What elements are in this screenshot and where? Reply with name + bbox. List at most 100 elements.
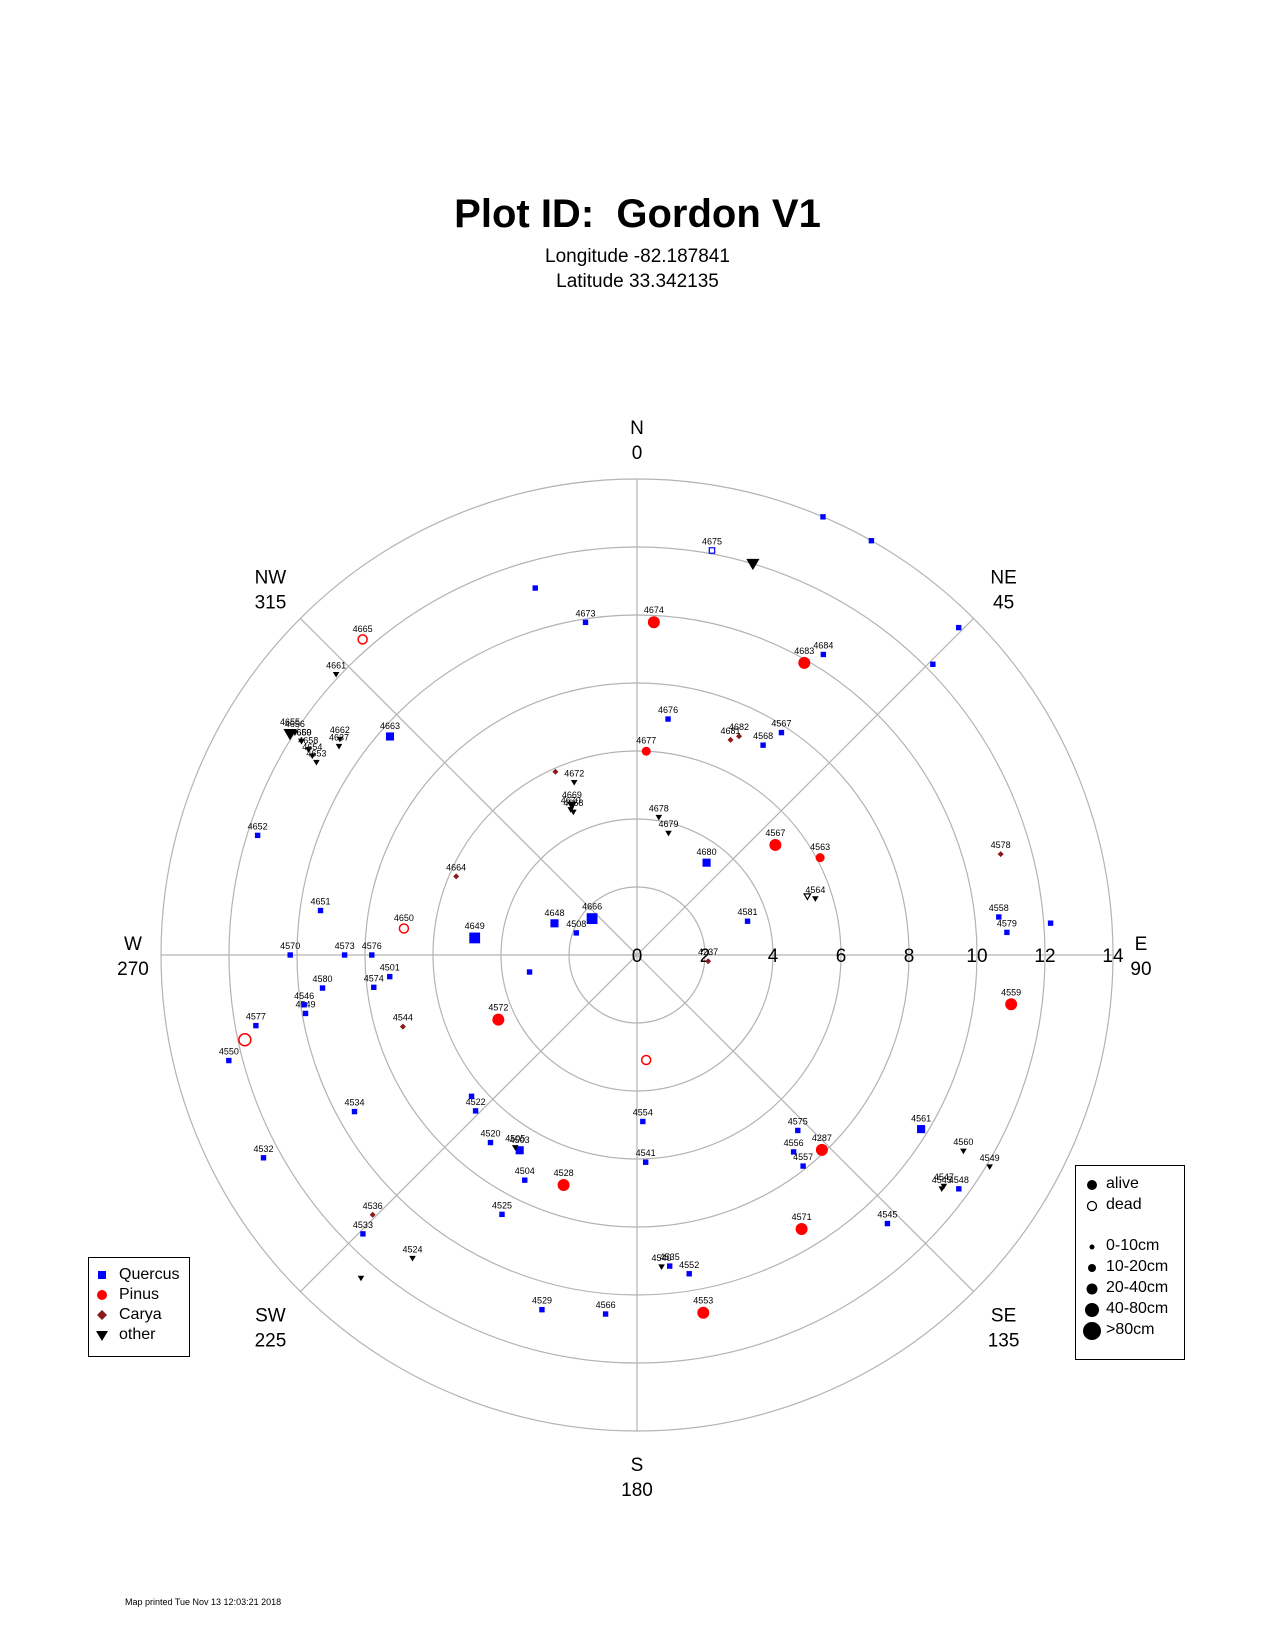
tree-marker-4580 (319, 985, 326, 991)
tree-label-4572: 4572 (488, 1003, 508, 1013)
legend-alive-symbol (1087, 1180, 1097, 1190)
tree-marker-4661 (332, 671, 340, 678)
tree-marker-4579 (1004, 929, 1010, 936)
tree-marker-4572 (492, 1013, 505, 1026)
tree-marker-4552 (686, 1271, 692, 1277)
tree-label-4679: 4679 (658, 819, 678, 829)
tree-label-4660: 4660 (291, 727, 311, 737)
radial-tick-6: 6 (836, 946, 847, 967)
tree-marker-4662 (336, 736, 344, 743)
tree-label-4648: 4648 (544, 908, 564, 918)
tree-label-4504: 4504 (515, 1166, 535, 1176)
print-timestamp: Map printed Tue Nov 13 12:03:21 2018 (125, 1597, 282, 1607)
tree-label-4580: 4580 (313, 974, 333, 984)
tree-marker-4663 (385, 732, 395, 741)
tree-label-4578: 4578 (991, 840, 1011, 850)
tree-label-4287: 4287 (812, 1133, 832, 1143)
tree-marker-4581 (744, 918, 751, 924)
tree-marker-4558 (996, 914, 1002, 920)
tree-label-4677: 4677 (636, 736, 656, 746)
tree-marker-4559 (1005, 998, 1018, 1011)
tree-label-4637: 4637 (329, 732, 349, 742)
chart-title: Plot ID: Gordon V1 (454, 192, 821, 236)
tree-marker-4674 (647, 616, 660, 629)
tree-label-4550: 4550 (219, 1047, 239, 1057)
tree-marker-4504 (522, 1177, 528, 1183)
legend-size-1-symbol (1089, 1244, 1095, 1250)
tree-marker-4571 (795, 1222, 808, 1235)
tree-label-4571: 4571 (792, 1212, 812, 1222)
direction-label-nw: NW (255, 567, 287, 588)
radial-tick-0: 0 (632, 946, 643, 967)
tree-marker-4524 (409, 1255, 416, 1262)
tree-marker-4564 (812, 896, 819, 902)
tree-marker-4666 (586, 913, 598, 925)
tree-marker-4522 (472, 1108, 479, 1114)
tree-label-4528: 4528 (554, 1168, 574, 1178)
latitude-label: Latitude 33.342135 (556, 271, 719, 292)
tree-label-4575: 4575 (788, 1116, 808, 1126)
tree-label-4534: 4534 (344, 1098, 364, 1108)
tree-label-4579: 4579 (997, 918, 1017, 928)
tree-marker-4659 (298, 738, 305, 745)
legend-item-size-5: >80cm (1106, 1320, 1154, 1340)
tree-label-4563: 4563 (810, 842, 830, 852)
tree-marker-4545 (938, 1186, 946, 1193)
legend-other-symbol (96, 1331, 108, 1341)
legend-carya-symbol (97, 1310, 107, 1320)
tree-marker-4533 (360, 1231, 366, 1237)
tree-label-4525: 4525 (492, 1200, 512, 1210)
tree-marker-4680 (702, 858, 711, 867)
status-legend-symbols (1083, 1180, 1101, 1340)
tree-marker-4525 (499, 1211, 505, 1218)
tree-label-4674: 4674 (644, 605, 664, 615)
direction-degrees-e: 90 (1130, 959, 1151, 980)
tree-label-4670: 4670 (561, 796, 581, 806)
tree-marker-4576 (369, 952, 375, 958)
direction-degrees-ne: 45 (993, 592, 1014, 613)
tree-marker-4529 (539, 1306, 545, 1313)
tree-marker-unlabeled-3 (868, 538, 875, 544)
tree-label-4545: 4545 (932, 1175, 952, 1185)
tree-label-4553: 4553 (693, 1296, 713, 1306)
tree-label-4653: 4653 (306, 748, 326, 758)
tree-marker-4650 (398, 923, 410, 934)
tree-label-4668: 4668 (563, 798, 583, 808)
tree-marker-4652 (254, 832, 261, 839)
tree-marker-unlabeled-67 (526, 969, 533, 975)
tree-label-4532: 4532 (253, 1144, 273, 1154)
radial-tick-12: 12 (1034, 946, 1055, 967)
legend-size-3-symbol (1086, 1283, 1098, 1295)
legend-item-size-1: 0-10cm (1106, 1236, 1159, 1256)
tree-marker-4501 (387, 973, 393, 980)
tree-marker-4566 (602, 1311, 609, 1317)
tree-marker-unlabeled-63 (357, 1275, 365, 1282)
spoke-se (636, 954, 975, 1293)
legend-dead-label: dead (1106, 1196, 1142, 1213)
tree-label-4535: 4535 (660, 1252, 680, 1262)
tree-marker-unlabeled-2 (820, 514, 826, 520)
tree-marker-4573 (341, 952, 348, 958)
legend-size-2-symbol (1088, 1264, 1096, 1272)
tree-label-4661: 4661 (326, 660, 346, 670)
tree-label-4547: 4547 (934, 1172, 954, 1182)
legend-item-carya: Carya (119, 1305, 162, 1325)
direction-degrees-se: 135 (988, 1331, 1020, 1352)
tree-marker-4658 (304, 747, 312, 753)
legend-other-label: other (119, 1326, 156, 1343)
longitude-label: Longitude -82.187841 (545, 246, 730, 267)
tree-label-4676: 4676 (658, 705, 678, 715)
tree-marker-4665 (357, 634, 368, 645)
tree-label-4559: 4559 (1001, 987, 1021, 997)
tree-label-4678: 4678 (649, 803, 669, 813)
tree-marker-4684 (820, 651, 827, 658)
tree-label-4566: 4566 (596, 1300, 616, 1310)
tree-label-4664: 4664 (446, 862, 466, 872)
tree-label-4659: 4659 (291, 727, 311, 737)
tree-marker-4668 (570, 809, 577, 816)
legend-item-size-4: 40-80cm (1106, 1299, 1168, 1319)
direction-label-se: SE (991, 1306, 1016, 1327)
legend-item-quercus: Quercus (119, 1265, 179, 1285)
tree-marker-unlabeled-4 (532, 585, 538, 591)
legend-quercus-label: Quercus (119, 1266, 180, 1283)
